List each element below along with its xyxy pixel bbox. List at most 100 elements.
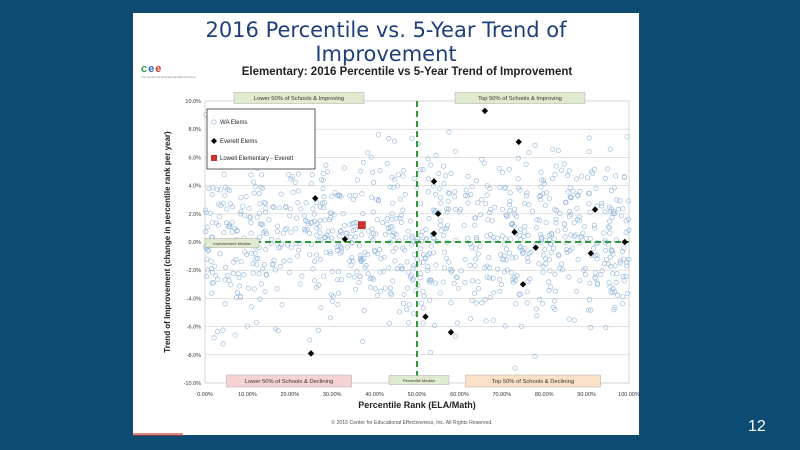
wa-elem-point: [566, 209, 572, 215]
wa-elem-point: [441, 249, 447, 255]
wa-elem-point: [607, 254, 613, 260]
wa-elem-point: [562, 234, 568, 240]
wa-elem-point: [398, 213, 404, 219]
wa-elem-point: [451, 280, 457, 286]
wa-elem-point: [270, 261, 276, 267]
slide-title: 2016 Percentile vs. 5-Year Trend of Impr…: [205, 18, 567, 66]
wa-elem-point: [387, 184, 393, 190]
wa-elem-point: [602, 209, 608, 215]
wa-elem-point: [328, 215, 334, 221]
wa-elem-point: [391, 177, 397, 183]
wa-elem-point: [244, 323, 250, 329]
wa-elem-point: [234, 228, 240, 234]
wa-elem-point: [299, 273, 305, 279]
wa-elem-point: [205, 247, 211, 253]
wa-elem-point: [304, 227, 310, 233]
wa-elem-point: [390, 200, 396, 206]
wa-elem-point: [403, 235, 409, 241]
wa-elem-point: [614, 197, 620, 203]
wa-elem-point: [325, 229, 331, 235]
wa-elem-point: [611, 307, 617, 313]
wa-elem-point: [452, 206, 458, 212]
wa-elem-point: [448, 269, 454, 275]
wa-elem-point: [613, 173, 619, 179]
wa-elem-point: [456, 209, 462, 215]
wa-elem-point: [295, 171, 301, 177]
wa-elem-point: [440, 279, 446, 285]
wa-elem-point: [553, 163, 559, 169]
wa-elem-point: [387, 224, 393, 230]
wa-elem-point: [279, 302, 285, 308]
wa-elem-point: [411, 263, 417, 269]
wa-elem-point: [510, 277, 516, 283]
wa-elem-point: [310, 266, 316, 272]
wa-elem-point: [352, 192, 358, 198]
wa-elem-point: [321, 200, 327, 206]
wa-elem-point: [594, 281, 600, 287]
wa-elem-point: [566, 213, 572, 219]
wa-elem-point: [426, 216, 432, 222]
wa-elem-point: [315, 327, 321, 333]
wa-elem-point: [418, 246, 424, 252]
wa-elem-point: [374, 196, 380, 202]
wa-elem-point: [524, 289, 530, 295]
wa-elem-point: [432, 280, 438, 286]
wa-elem-point: [497, 276, 503, 282]
wa-elem-point: [301, 213, 307, 219]
wa-elem-point: [400, 173, 406, 179]
wa-elem-point: [330, 228, 336, 234]
x-tick-label: 10.00%: [238, 392, 257, 398]
wa-elem-point: [517, 187, 523, 193]
wa-elem-point: [467, 262, 473, 268]
wa-elem-point: [261, 199, 267, 205]
wa-elem-point: [344, 244, 350, 250]
wa-elem-point: [525, 255, 531, 261]
wa-elem-point: [210, 270, 216, 276]
wa-elem-point: [337, 250, 343, 256]
wa-elem-point: [347, 258, 353, 264]
wa-elem-point: [432, 323, 438, 329]
wa-elem-point: [238, 259, 244, 265]
wa-elem-point: [537, 296, 543, 302]
wa-elem-point: [343, 230, 349, 236]
wa-elem-point: [370, 209, 376, 215]
wa-elem-point: [603, 325, 609, 331]
legend-everett-marker: [211, 138, 217, 144]
wa-elem-point: [499, 256, 505, 262]
wa-elem-point: [271, 257, 277, 263]
wa-elem-point: [206, 186, 212, 192]
wa-elem-point: [404, 285, 410, 291]
wa-elem-point: [330, 293, 336, 299]
wa-elem-point: [323, 249, 329, 255]
wa-elem-point: [588, 324, 594, 330]
wa-elem-point: [250, 261, 256, 267]
wa-elem-point: [347, 234, 353, 240]
wa-elem-point: [495, 235, 501, 241]
wa-elem-point: [288, 229, 294, 235]
wa-elem-point: [372, 286, 378, 292]
wa-elem-point: [222, 192, 228, 198]
cee-logo: cee The Center for Educational Effective…: [141, 63, 203, 87]
y-tick-label: 4.0%: [188, 184, 201, 190]
wa-elem-point: [287, 213, 293, 219]
wa-elem-point: [222, 277, 228, 283]
wa-elem-point: [357, 252, 363, 258]
wa-elem-point: [583, 236, 589, 242]
wa-elem-point: [475, 286, 481, 292]
wa-elem-point: [507, 208, 513, 214]
wa-elem-point: [222, 301, 228, 307]
wa-elem-point: [287, 270, 293, 276]
wa-elem-point: [371, 179, 377, 185]
wa-elem-point: [338, 277, 344, 283]
wa-elem-point: [552, 271, 558, 277]
wa-elem-point: [621, 245, 627, 251]
wa-elem-point: [307, 230, 313, 236]
wa-elem-point: [588, 169, 594, 175]
wa-elem-point: [574, 176, 580, 182]
wa-elem-point: [487, 210, 493, 216]
wa-elem-point: [221, 230, 227, 236]
wa-elem-point: [388, 290, 394, 296]
wa-elem-point: [344, 230, 350, 236]
legend-lowell-marker: [211, 155, 217, 161]
wa-elem-point: [399, 266, 405, 272]
